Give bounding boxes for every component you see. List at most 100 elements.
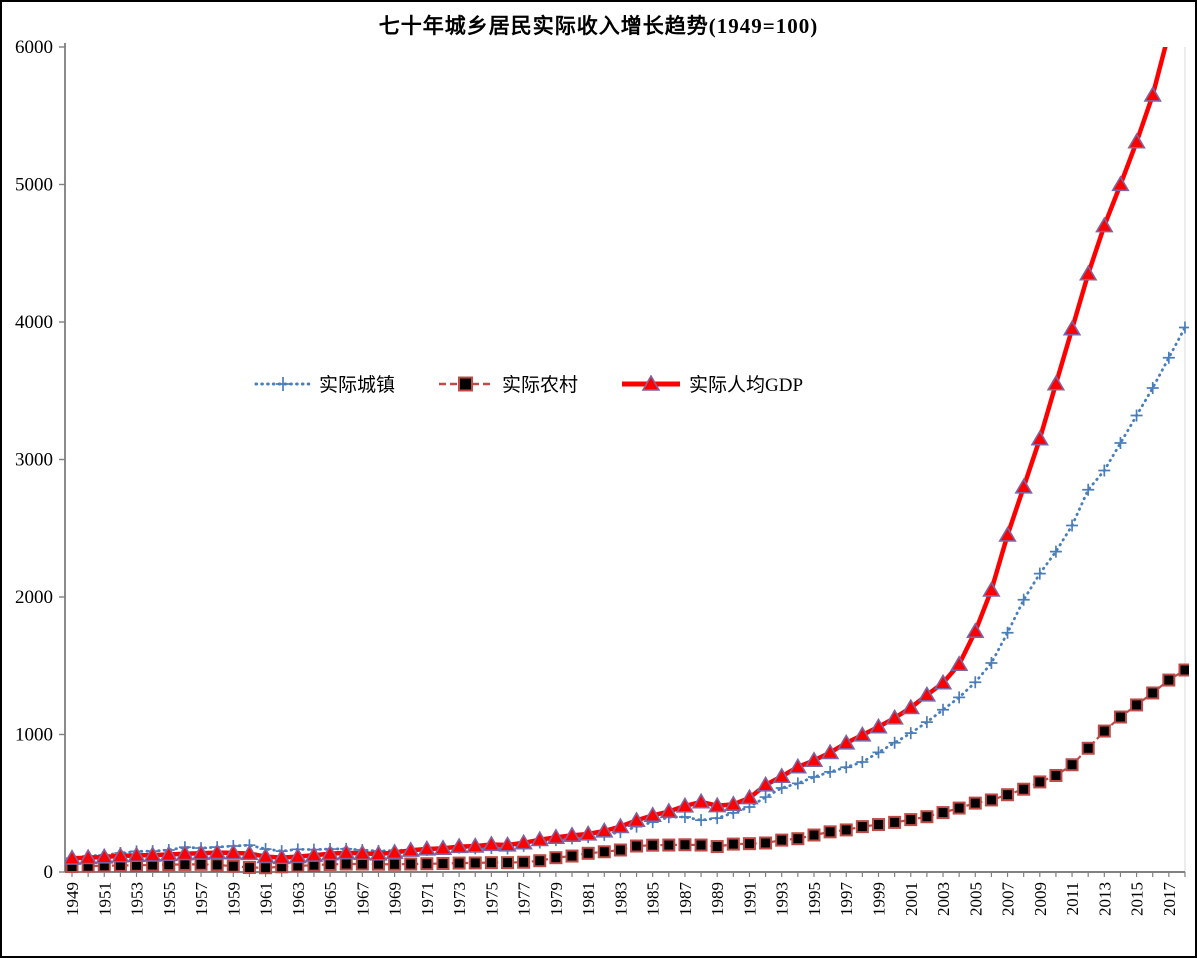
gdp-triangle-marker <box>1030 429 1049 446</box>
gdp-triangle-marker <box>1014 477 1033 494</box>
rural-square-marker <box>420 857 434 871</box>
gdp-triangle-marker <box>191 844 211 860</box>
gdp-triangle-marker <box>111 846 130 863</box>
rural-square-marker <box>388 857 402 871</box>
urban-plus-marker <box>1178 321 1189 334</box>
y-tick-label: 4000 <box>15 312 53 333</box>
gdp-triangle-marker <box>562 826 582 843</box>
rural-square-marker <box>662 838 676 852</box>
legend-item-gdp: 实际人均GDP <box>620 370 803 397</box>
x-tick-label: 1999 <box>870 882 889 916</box>
rural-square-marker <box>904 813 918 827</box>
rural-line <box>71 669 1186 869</box>
urban-plus-marker <box>888 736 901 749</box>
rural-square-marker <box>710 840 724 854</box>
rural-square-marker <box>791 832 805 846</box>
rural-square-marker <box>501 856 515 870</box>
rural-square-marker <box>1097 724 1111 738</box>
gdp-solid-triangle-icon <box>622 374 681 391</box>
gdp-triangle-marker <box>917 685 937 702</box>
gdp-triangle-marker <box>530 830 549 847</box>
gdp-triangle-marker <box>175 844 195 861</box>
x-tick-label: 1965 <box>321 882 340 916</box>
gdp-triangle-marker <box>1127 132 1146 149</box>
y-tick-label: 6000 <box>15 37 53 58</box>
gdp-triangle-marker <box>159 845 178 862</box>
urban-plus-marker <box>953 691 966 704</box>
gdp-triangle-marker <box>65 849 82 865</box>
gdp-triangle-marker <box>288 847 308 864</box>
gdp-triangle-marker <box>433 839 453 855</box>
gdp-triangle-marker <box>740 788 759 805</box>
legend: 实际城镇 实际农村 实际人均GDP <box>254 370 803 397</box>
x-tick-label: 1987 <box>676 882 695 917</box>
gdp-triangle-marker <box>514 833 533 850</box>
rural-square-marker <box>1162 673 1176 687</box>
urban-plus-marker <box>1130 409 1143 422</box>
gdp-triangle-marker <box>304 846 324 862</box>
rural-square-marker <box>823 825 837 839</box>
rural-square-marker <box>952 801 966 815</box>
urban-plus-marker <box>678 811 691 823</box>
urban-plus-marker <box>1146 382 1159 394</box>
gdp-triangle-marker <box>224 843 243 860</box>
x-tick-label: 1957 <box>192 882 211 917</box>
x-tick-label: 1969 <box>386 882 405 916</box>
rural-square-marker <box>597 845 611 859</box>
gdp-triangle-marker <box>401 841 420 857</box>
gdp-triangle-marker <box>353 844 372 861</box>
rural-square-marker <box>1065 758 1079 772</box>
rural-square-marker <box>613 843 627 857</box>
rural-square-marker <box>1178 663 1189 677</box>
rural-square-marker <box>1130 698 1144 712</box>
rural-square-marker <box>775 833 789 847</box>
gdp-triangle-marker <box>1143 86 1162 102</box>
rural-square-marker <box>549 851 563 865</box>
x-tick-label: 1951 <box>95 882 114 916</box>
rural-square-marker <box>759 836 773 850</box>
urban-plus-marker <box>807 770 820 783</box>
x-tick-label: 1967 <box>353 882 372 917</box>
urban-plus-marker <box>791 777 804 790</box>
gdp-triangle-marker <box>837 733 856 750</box>
gdp-triangle-marker <box>933 673 953 690</box>
legend-item-urban: 实际城镇 <box>254 370 395 397</box>
x-tick-label: 1981 <box>579 882 598 916</box>
urban-dotted-plus-icon <box>254 376 312 391</box>
gdp-triangle-marker <box>272 848 291 865</box>
y-tick-label: 2000 <box>15 587 53 608</box>
urban-plus-marker <box>840 761 853 774</box>
gdp-triangle-marker <box>1062 319 1082 336</box>
urban-plus-marker <box>1017 593 1030 606</box>
series-group <box>65 47 1189 875</box>
rural-square-marker <box>839 823 853 837</box>
gdp-triangle-marker <box>853 725 872 742</box>
y-tick-label: 3000 <box>15 450 53 471</box>
gdp-triangle-marker <box>756 775 775 792</box>
gdp-triangle-marker <box>369 844 388 861</box>
gdp-triangle-marker <box>659 802 679 819</box>
x-tick-label: 1955 <box>160 882 179 916</box>
gdp-triangle-marker <box>78 848 98 865</box>
urban-plus-marker <box>1066 519 1079 532</box>
urban-line <box>70 326 1187 860</box>
gdp-triangle-marker <box>643 806 662 822</box>
x-tick-label: 1959 <box>224 882 243 916</box>
gdp-triangle-marker <box>885 708 904 725</box>
x-tick-label: 2005 <box>966 882 985 916</box>
rural-square-marker <box>888 815 902 829</box>
rural-square-marker <box>565 849 579 863</box>
rural-square-marker <box>1146 686 1160 700</box>
rural-square-marker <box>1017 782 1031 796</box>
rural-square-marker <box>726 837 740 851</box>
rural-square-marker <box>1081 741 1095 755</box>
gdp-triangle-marker <box>788 757 808 774</box>
urban-plus-marker <box>1114 437 1127 449</box>
gdp-triangle-marker <box>691 792 711 809</box>
urban-plus-marker <box>1098 464 1111 477</box>
rural-square-marker <box>1049 768 1063 782</box>
rural-square-marker <box>807 828 821 842</box>
legend-item-rural: 实际农村 <box>437 370 578 397</box>
x-tick-label: 2007 <box>999 882 1018 917</box>
